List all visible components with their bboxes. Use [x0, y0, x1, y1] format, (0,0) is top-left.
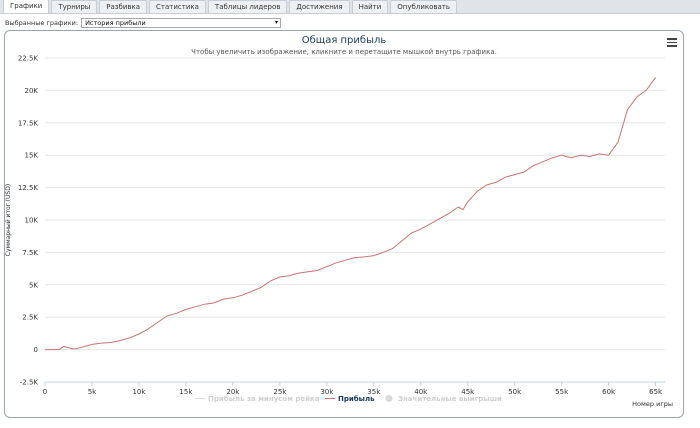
tab-3[interactable]: Статистика — [149, 0, 206, 13]
tab-5[interactable]: Достижения — [289, 0, 350, 13]
tab-1[interactable]: Турниры — [51, 0, 98, 13]
chart-selector-dropdown[interactable]: История прибыли ▾ — [81, 18, 282, 28]
tab-2[interactable]: Разбивка — [99, 0, 148, 13]
chevron-down-icon: ▾ — [275, 19, 279, 26]
tab-7[interactable]: Опубликовать — [390, 0, 457, 13]
chart-selector-label: Выбранные графики: — [5, 19, 79, 27]
tab-4[interactable]: Таблицы лидеров — [207, 0, 288, 13]
chart-selector-value: История прибыли — [85, 19, 146, 27]
tab-6[interactable]: Найти — [351, 0, 389, 13]
chart-selector-row: Выбранные графики: История прибыли ▾ — [0, 17, 700, 29]
tab-0[interactable]: Графики — [3, 0, 50, 13]
tab-bar: Графики Турниры Разбивка Статистика Таблицы … — [0, 0, 700, 14]
chart-menu-button[interactable] — [667, 38, 677, 47]
chart-panel[interactable] — [4, 30, 684, 418]
